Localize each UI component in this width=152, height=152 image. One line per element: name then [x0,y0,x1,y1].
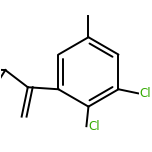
Text: Cl: Cl [88,120,100,133]
Text: Cl: Cl [140,87,151,100]
